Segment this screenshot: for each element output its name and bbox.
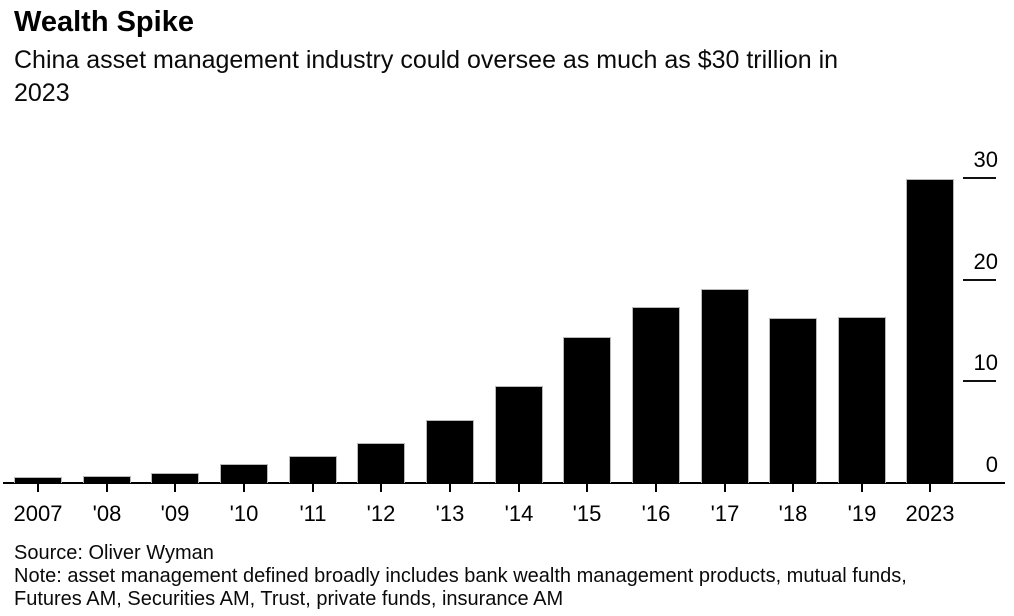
y-axis-tick (963, 279, 996, 281)
x-axis-tick (449, 483, 451, 492)
x-axis-label: 2007 (13, 501, 63, 526)
x-axis-label: 2023 (905, 501, 955, 526)
x-axis-label: '15 (572, 501, 602, 526)
x-axis-label: '17 (710, 501, 740, 526)
bar-15 (563, 337, 611, 483)
x-axis-tick (792, 483, 794, 492)
x-axis-tick (174, 483, 176, 492)
y-axis-label: 10 (973, 350, 998, 375)
x-axis-tick (586, 483, 588, 492)
y-axis-tick (963, 380, 996, 382)
note-line-2: Futures AM, Securities AM, Trust, privat… (14, 588, 564, 610)
x-axis-tick (518, 483, 520, 492)
x-axis-tick (37, 483, 39, 492)
x-axis-label: '12 (366, 501, 396, 526)
x-axis-tick (861, 483, 863, 492)
bar-2023 (906, 179, 954, 483)
x-axis-tick (106, 483, 108, 492)
bar-12 (357, 443, 405, 483)
bar-2007 (14, 477, 62, 483)
x-axis-label: '11 (299, 501, 327, 526)
note-text: Note: asset management defined broadly i… (14, 565, 907, 611)
chart-footer: Source: Oliver Wyman Note: asset managem… (14, 542, 907, 611)
x-axis-label: '09 (160, 501, 190, 526)
source-text: Source: Oliver Wyman (14, 542, 214, 564)
x-axis-tick (929, 483, 931, 492)
plot-area: 2007 '08 '09 '10 '11 '12 '13 '14 '15 '16 '17 '18 '19… (0, 130, 1014, 540)
bar-09 (151, 473, 199, 483)
x-axis-tick (243, 483, 245, 492)
x-axis-tick (655, 483, 657, 492)
x-axis-label: '16 (641, 501, 671, 526)
x-axis-label: '18 (778, 501, 808, 526)
x-axis-tick (380, 483, 382, 492)
y-axis-label: 0 (985, 452, 998, 477)
x-axis-label: '14 (504, 501, 534, 526)
y-axis-tick (963, 177, 996, 179)
y-axis-label: 30 (973, 147, 998, 172)
x-axis-tick (312, 483, 314, 492)
x-axis-label: '19 (847, 501, 877, 526)
bar-10 (220, 464, 268, 483)
x-axis-baseline (3, 482, 1005, 484)
x-axis-label: '13 (435, 501, 465, 526)
x-axis-tick (724, 483, 726, 492)
x-axis-label: '10 (229, 501, 259, 526)
bar-11 (289, 456, 337, 483)
chart-title: Wealth Spike (14, 6, 194, 38)
chart-subtitle-line-1: China asset management industry could ov… (14, 46, 839, 74)
note-line-1: Note: asset management defined broadly i… (14, 565, 907, 587)
y-axis-label: 20 (973, 249, 998, 274)
bar-16 (632, 307, 680, 483)
chart-subtitle: China asset management industry could ov… (14, 44, 838, 110)
bar-19 (838, 317, 886, 483)
x-axis-label: '08 (92, 501, 122, 526)
bar-17 (701, 289, 749, 483)
bar-18 (769, 318, 817, 483)
bar-08 (83, 476, 131, 483)
bar-14 (495, 386, 543, 483)
bar-13 (426, 420, 474, 483)
chart-subtitle-line-2: 2023 (14, 79, 70, 107)
